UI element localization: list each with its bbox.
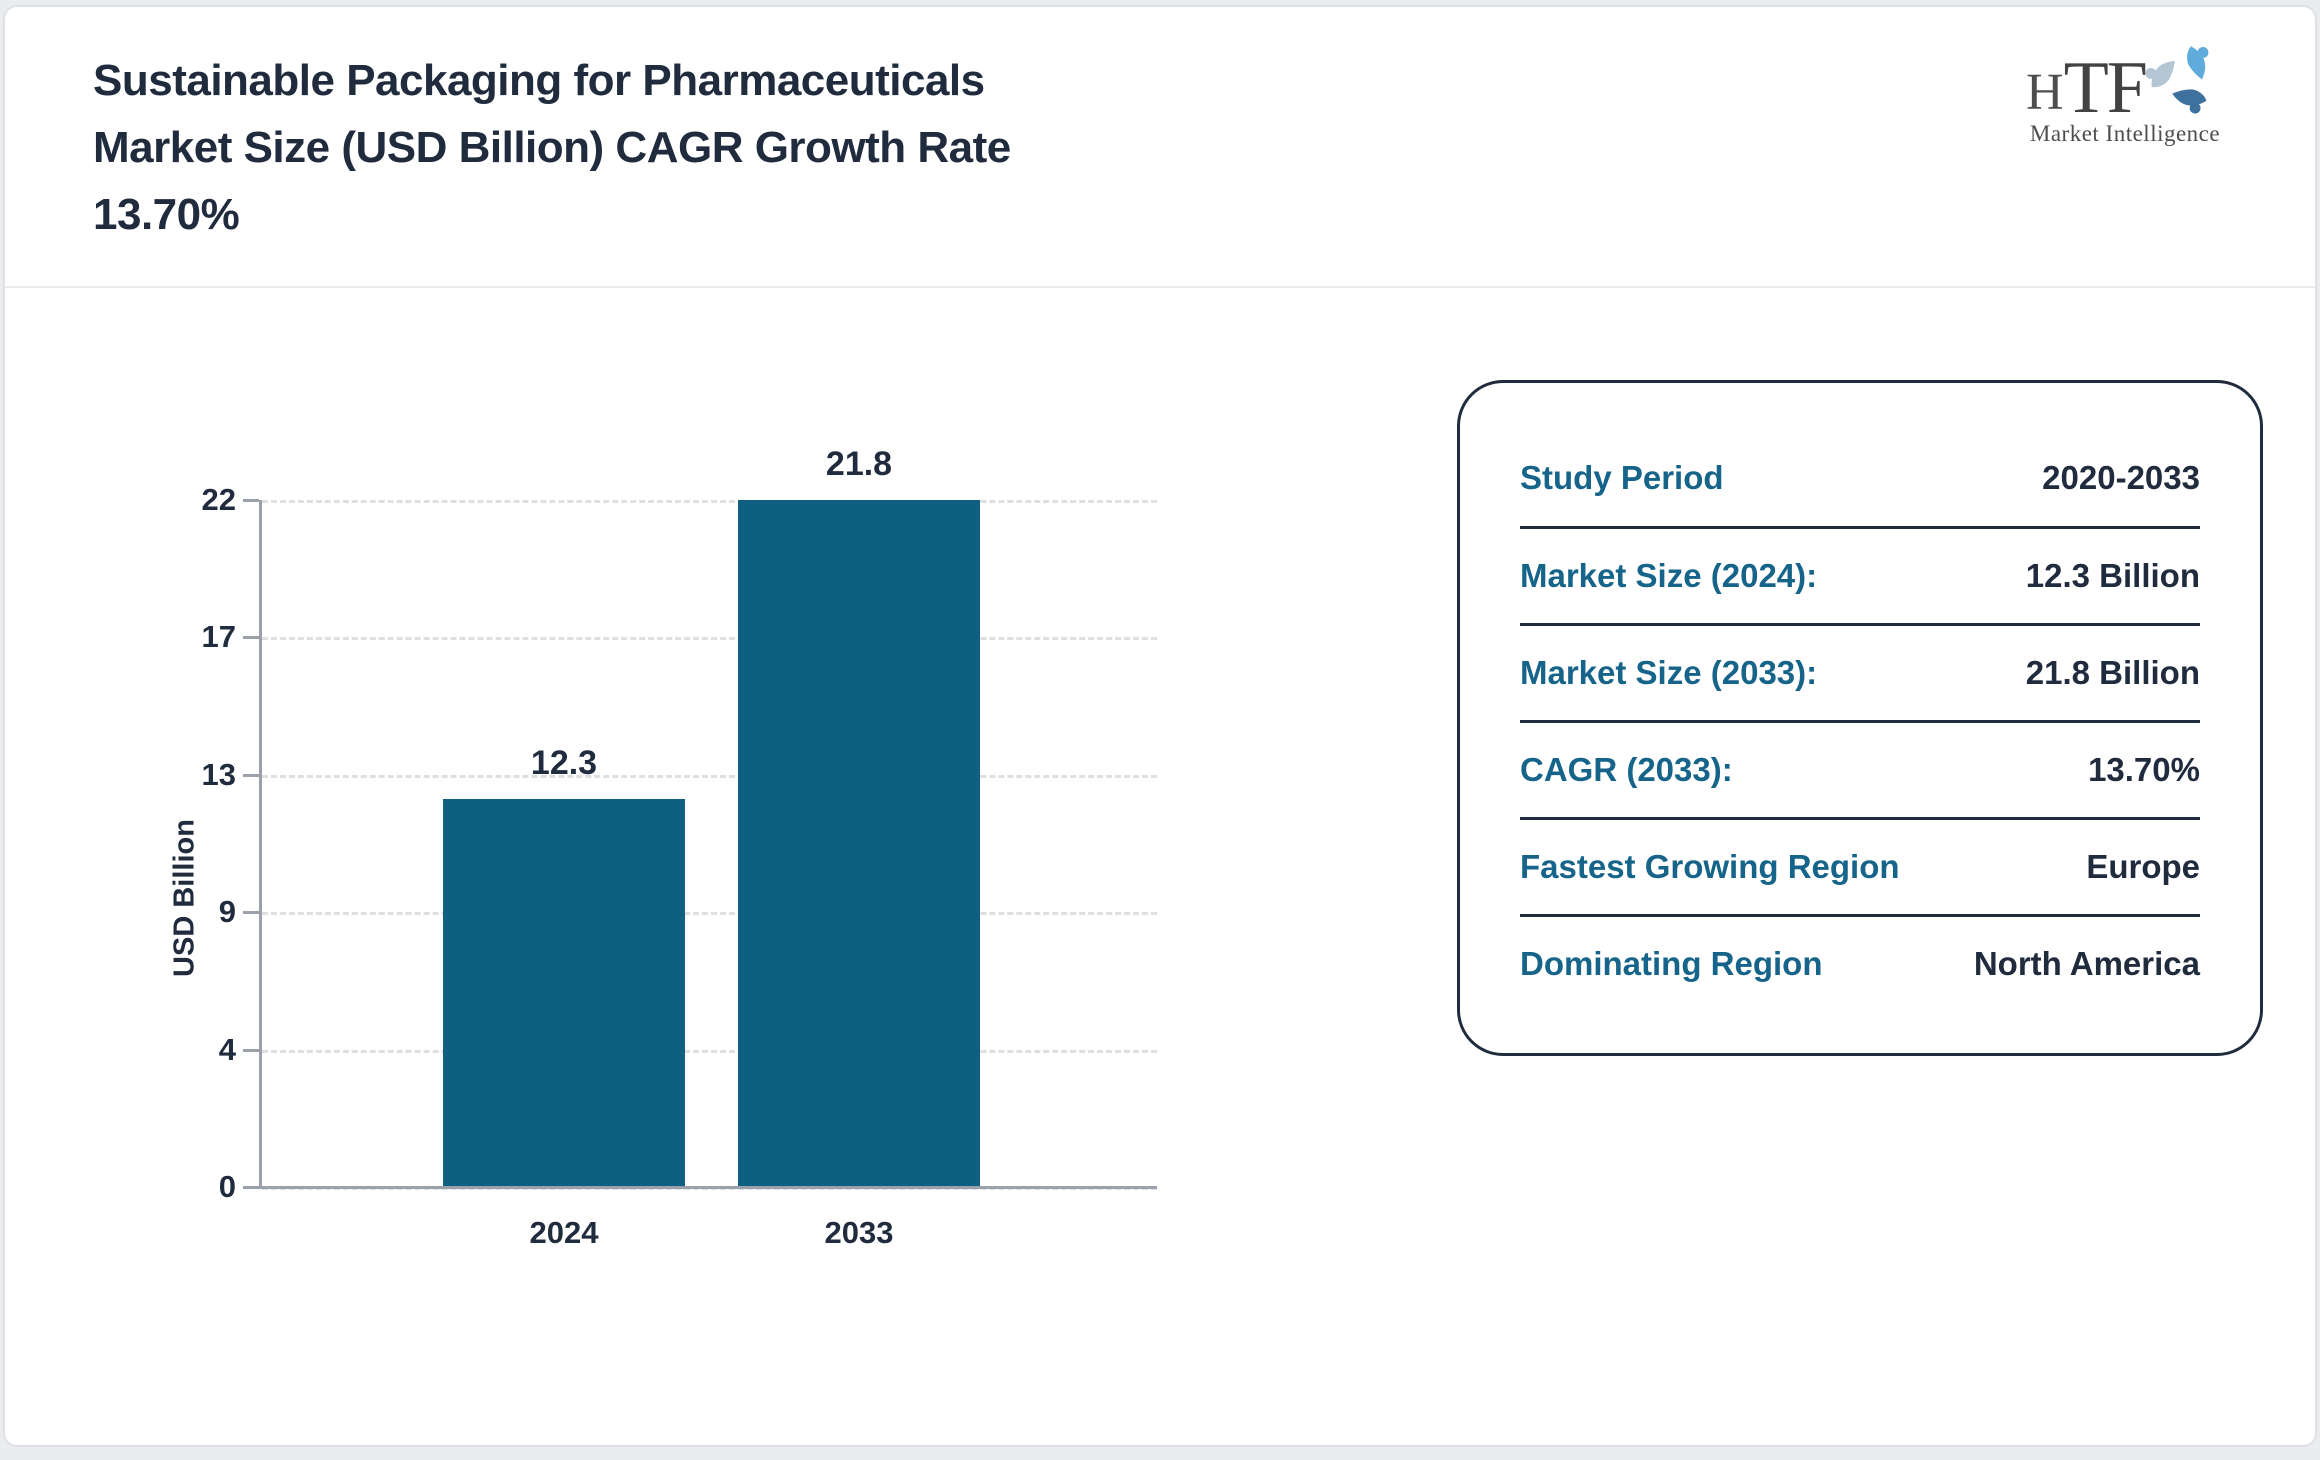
y-axis-title: USD Billion bbox=[168, 819, 201, 978]
bar-value-2024: 12.3 bbox=[530, 744, 598, 783]
y-axis-tick bbox=[243, 636, 259, 640]
gridline bbox=[262, 500, 1157, 503]
info-label: Study Period bbox=[1520, 458, 1724, 496]
y-axis bbox=[259, 500, 262, 1187]
gridline bbox=[262, 774, 1157, 778]
logo-letters-tf: TF bbox=[2063, 47, 2148, 130]
info-label: Fastest Growing Region bbox=[1520, 848, 1900, 885]
y-tick-label: 9 bbox=[218, 894, 236, 930]
info-row-study-period: Study Period 2020-2033 bbox=[1520, 429, 2200, 526]
logo-letter-h: H bbox=[2026, 64, 2064, 121]
info-label: CAGR (2033): bbox=[1520, 751, 1733, 788]
y-axis-tick bbox=[243, 499, 259, 502]
info-row-market-size-2033: Market Size (2033): 21.8 Billion bbox=[1520, 623, 2200, 720]
info-value: Europe bbox=[2086, 848, 2200, 885]
info-row-market-size-2024: Market Size (2024): 12.3 Billion bbox=[1520, 526, 2200, 623]
y-tick-label: 22 bbox=[201, 482, 236, 517]
page-title: Sustainable Packaging for Pharmaceutical… bbox=[93, 47, 1493, 248]
page-title-line-2: Market Size (USD Billion) CAGR Growth Ra… bbox=[93, 123, 1011, 172]
info-value: North America bbox=[1973, 945, 2200, 982]
info-row-dominating-region: Dominating Region North America bbox=[1520, 914, 2200, 1011]
info-row-cagr: CAGR (2033): 13.70% bbox=[1520, 720, 2200, 817]
header: Sustainable Packaging for Pharmaceutical… bbox=[5, 7, 2315, 288]
htf-logo-wordmark: H TF bbox=[2020, 39, 2230, 130]
y-tick-label: 0 bbox=[218, 1169, 236, 1204]
y-axis-tick bbox=[243, 1048, 259, 1052]
x-axis bbox=[259, 1186, 1157, 1189]
gridline bbox=[262, 912, 1157, 916]
info-value: 21.8 Billion bbox=[2025, 654, 2200, 691]
page-title-line-3: 13.70% bbox=[93, 190, 240, 239]
y-tick-label: 17 bbox=[201, 619, 236, 655]
bar-2033 bbox=[738, 500, 980, 1187]
logo-swirl-icon bbox=[2145, 46, 2209, 114]
y-tick-label: 13 bbox=[201, 756, 236, 792]
info-box: Study Period 2020-2033 Market Size (2024… bbox=[1457, 380, 2263, 1056]
page-card: Sustainable Packaging for Pharmaceutical… bbox=[3, 5, 2317, 1447]
x-tick-label-2024: 2024 bbox=[529, 1215, 599, 1250]
info-label: Dominating Region bbox=[1520, 945, 1823, 982]
y-axis-tick bbox=[243, 773, 259, 777]
info-value: 12.3 Billion bbox=[2025, 557, 2200, 594]
info-value: 13.70% bbox=[2088, 751, 2200, 788]
page-title-line-1: Sustainable Packaging for Pharmaceutical… bbox=[93, 56, 985, 105]
bar-value-2033: 21.8 bbox=[825, 445, 893, 483]
bar-2024 bbox=[443, 799, 685, 1187]
y-axis-tick bbox=[243, 911, 259, 915]
y-axis-tick bbox=[243, 1186, 259, 1189]
info-value: 2020-2033 bbox=[2042, 458, 2200, 496]
info-label: Market Size (2024): bbox=[1520, 557, 1818, 594]
htf-logo: H TF bbox=[2020, 39, 2230, 147]
gridline bbox=[262, 1049, 1157, 1053]
x-tick-label-2033: 2033 bbox=[824, 1215, 894, 1250]
info-label: Market Size (2033): bbox=[1520, 654, 1818, 691]
logo-tagline: Market Intelligence bbox=[2029, 121, 2221, 146]
gridline bbox=[262, 637, 1157, 641]
y-tick-label: 4 bbox=[218, 1031, 236, 1067]
bar-chart: 22 17 13 9 4 0 USD Billion 12.3 21.8 202… bbox=[169, 445, 1157, 1250]
info-row-fastest-growing-region: Fastest Growing Region Europe bbox=[1520, 817, 2200, 914]
